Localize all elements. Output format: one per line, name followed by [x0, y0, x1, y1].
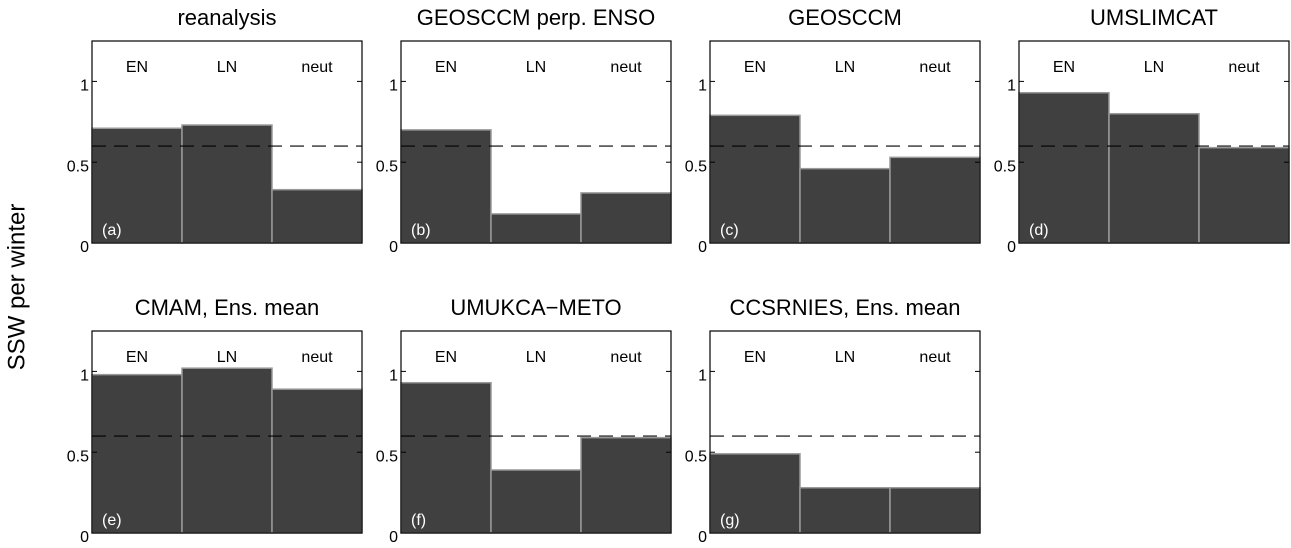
plot-frame [91, 330, 363, 534]
y-tick-label: 0 [698, 239, 707, 256]
category-label: EN [1053, 59, 1075, 76]
bar [490, 469, 582, 534]
bar [490, 213, 582, 244]
bar [271, 388, 363, 534]
bar [709, 453, 801, 534]
plot-frame [709, 40, 981, 244]
y-tick-label: 1 [80, 78, 89, 95]
title: GEOSCCM perp. ENSO [417, 5, 655, 30]
category-label: LN [526, 59, 546, 76]
title: GEOSCCM [788, 5, 902, 30]
bar [91, 127, 183, 244]
bar [799, 487, 891, 534]
title: CCSRNIES, Ens. mean [729, 295, 960, 320]
panel-label: (d) [1029, 222, 1049, 239]
title: UMUKCA−METO [450, 295, 621, 320]
plot-frame [400, 330, 672, 534]
bar [889, 487, 981, 534]
panel-label: (e) [102, 512, 122, 529]
panel-label: (g) [720, 512, 740, 529]
y-tick-label: 0.5 [376, 448, 398, 465]
bar [1108, 112, 1200, 244]
category-label: neut [610, 59, 642, 76]
y-tick-label: 0.5 [685, 158, 707, 175]
category-label: neut [610, 349, 642, 366]
y-tick-label: 1 [698, 368, 707, 385]
panel-label: (b) [411, 222, 431, 239]
bar [580, 192, 672, 244]
y-tick-label: 1 [389, 368, 398, 385]
bar [580, 436, 672, 534]
category-label: EN [126, 349, 148, 366]
y-tick-label: 0 [389, 529, 398, 543]
category-label: EN [744, 59, 766, 76]
category-label: LN [835, 59, 855, 76]
bar [181, 124, 273, 244]
y-tick-label: 0.5 [67, 448, 89, 465]
y-tick-label: 0.5 [994, 158, 1016, 175]
y-tick-label: 0.5 [685, 448, 707, 465]
y-tick-label: 0 [80, 239, 89, 256]
panel-label: (a) [102, 222, 122, 239]
category-label: neut [919, 349, 951, 366]
plot-frame [400, 40, 672, 244]
bar [889, 156, 981, 244]
category-label: neut [919, 59, 951, 76]
category-label: neut [301, 59, 333, 76]
bar [91, 373, 183, 534]
title: CMAM, Ens. mean [135, 295, 320, 320]
bar [400, 129, 492, 244]
y-tick-label: 1 [389, 78, 398, 95]
y-tick-label: 0 [1007, 239, 1016, 256]
category-label: LN [526, 349, 546, 366]
y-tick-label: 0.5 [376, 158, 398, 175]
title: UMSLIMCAT [1090, 5, 1218, 30]
bar [1198, 146, 1290, 244]
bar [799, 167, 891, 244]
panel-label: (c) [720, 222, 739, 239]
category-label: EN [435, 349, 457, 366]
category-label: LN [835, 349, 855, 366]
bar [1018, 91, 1110, 244]
category-label: LN [217, 349, 237, 366]
category-label: EN [744, 349, 766, 366]
title: reanalysis [177, 5, 276, 30]
category-label: EN [435, 59, 457, 76]
category-label: LN [217, 59, 237, 76]
category-label: neut [1228, 59, 1260, 76]
panel-label: (f) [411, 512, 426, 529]
category-label: EN [126, 59, 148, 76]
y-axis-label: SSW per winter [3, 204, 30, 371]
y-tick-label: 1 [80, 368, 89, 385]
y-tick-label: 0 [389, 239, 398, 256]
y-tick-label: 1 [698, 78, 707, 95]
y-tick-label: 0.5 [67, 158, 89, 175]
bar [181, 367, 273, 534]
y-tick-label: 0 [698, 529, 707, 543]
category-label: neut [301, 349, 333, 366]
y-tick-label: 0 [80, 529, 89, 543]
bar [400, 381, 492, 534]
y-tick-label: 1 [1007, 78, 1016, 95]
plot-frame [91, 40, 363, 244]
plot-frame [709, 330, 981, 534]
plot-frame [1018, 40, 1290, 244]
bar [271, 188, 363, 244]
category-label: LN [1144, 59, 1164, 76]
